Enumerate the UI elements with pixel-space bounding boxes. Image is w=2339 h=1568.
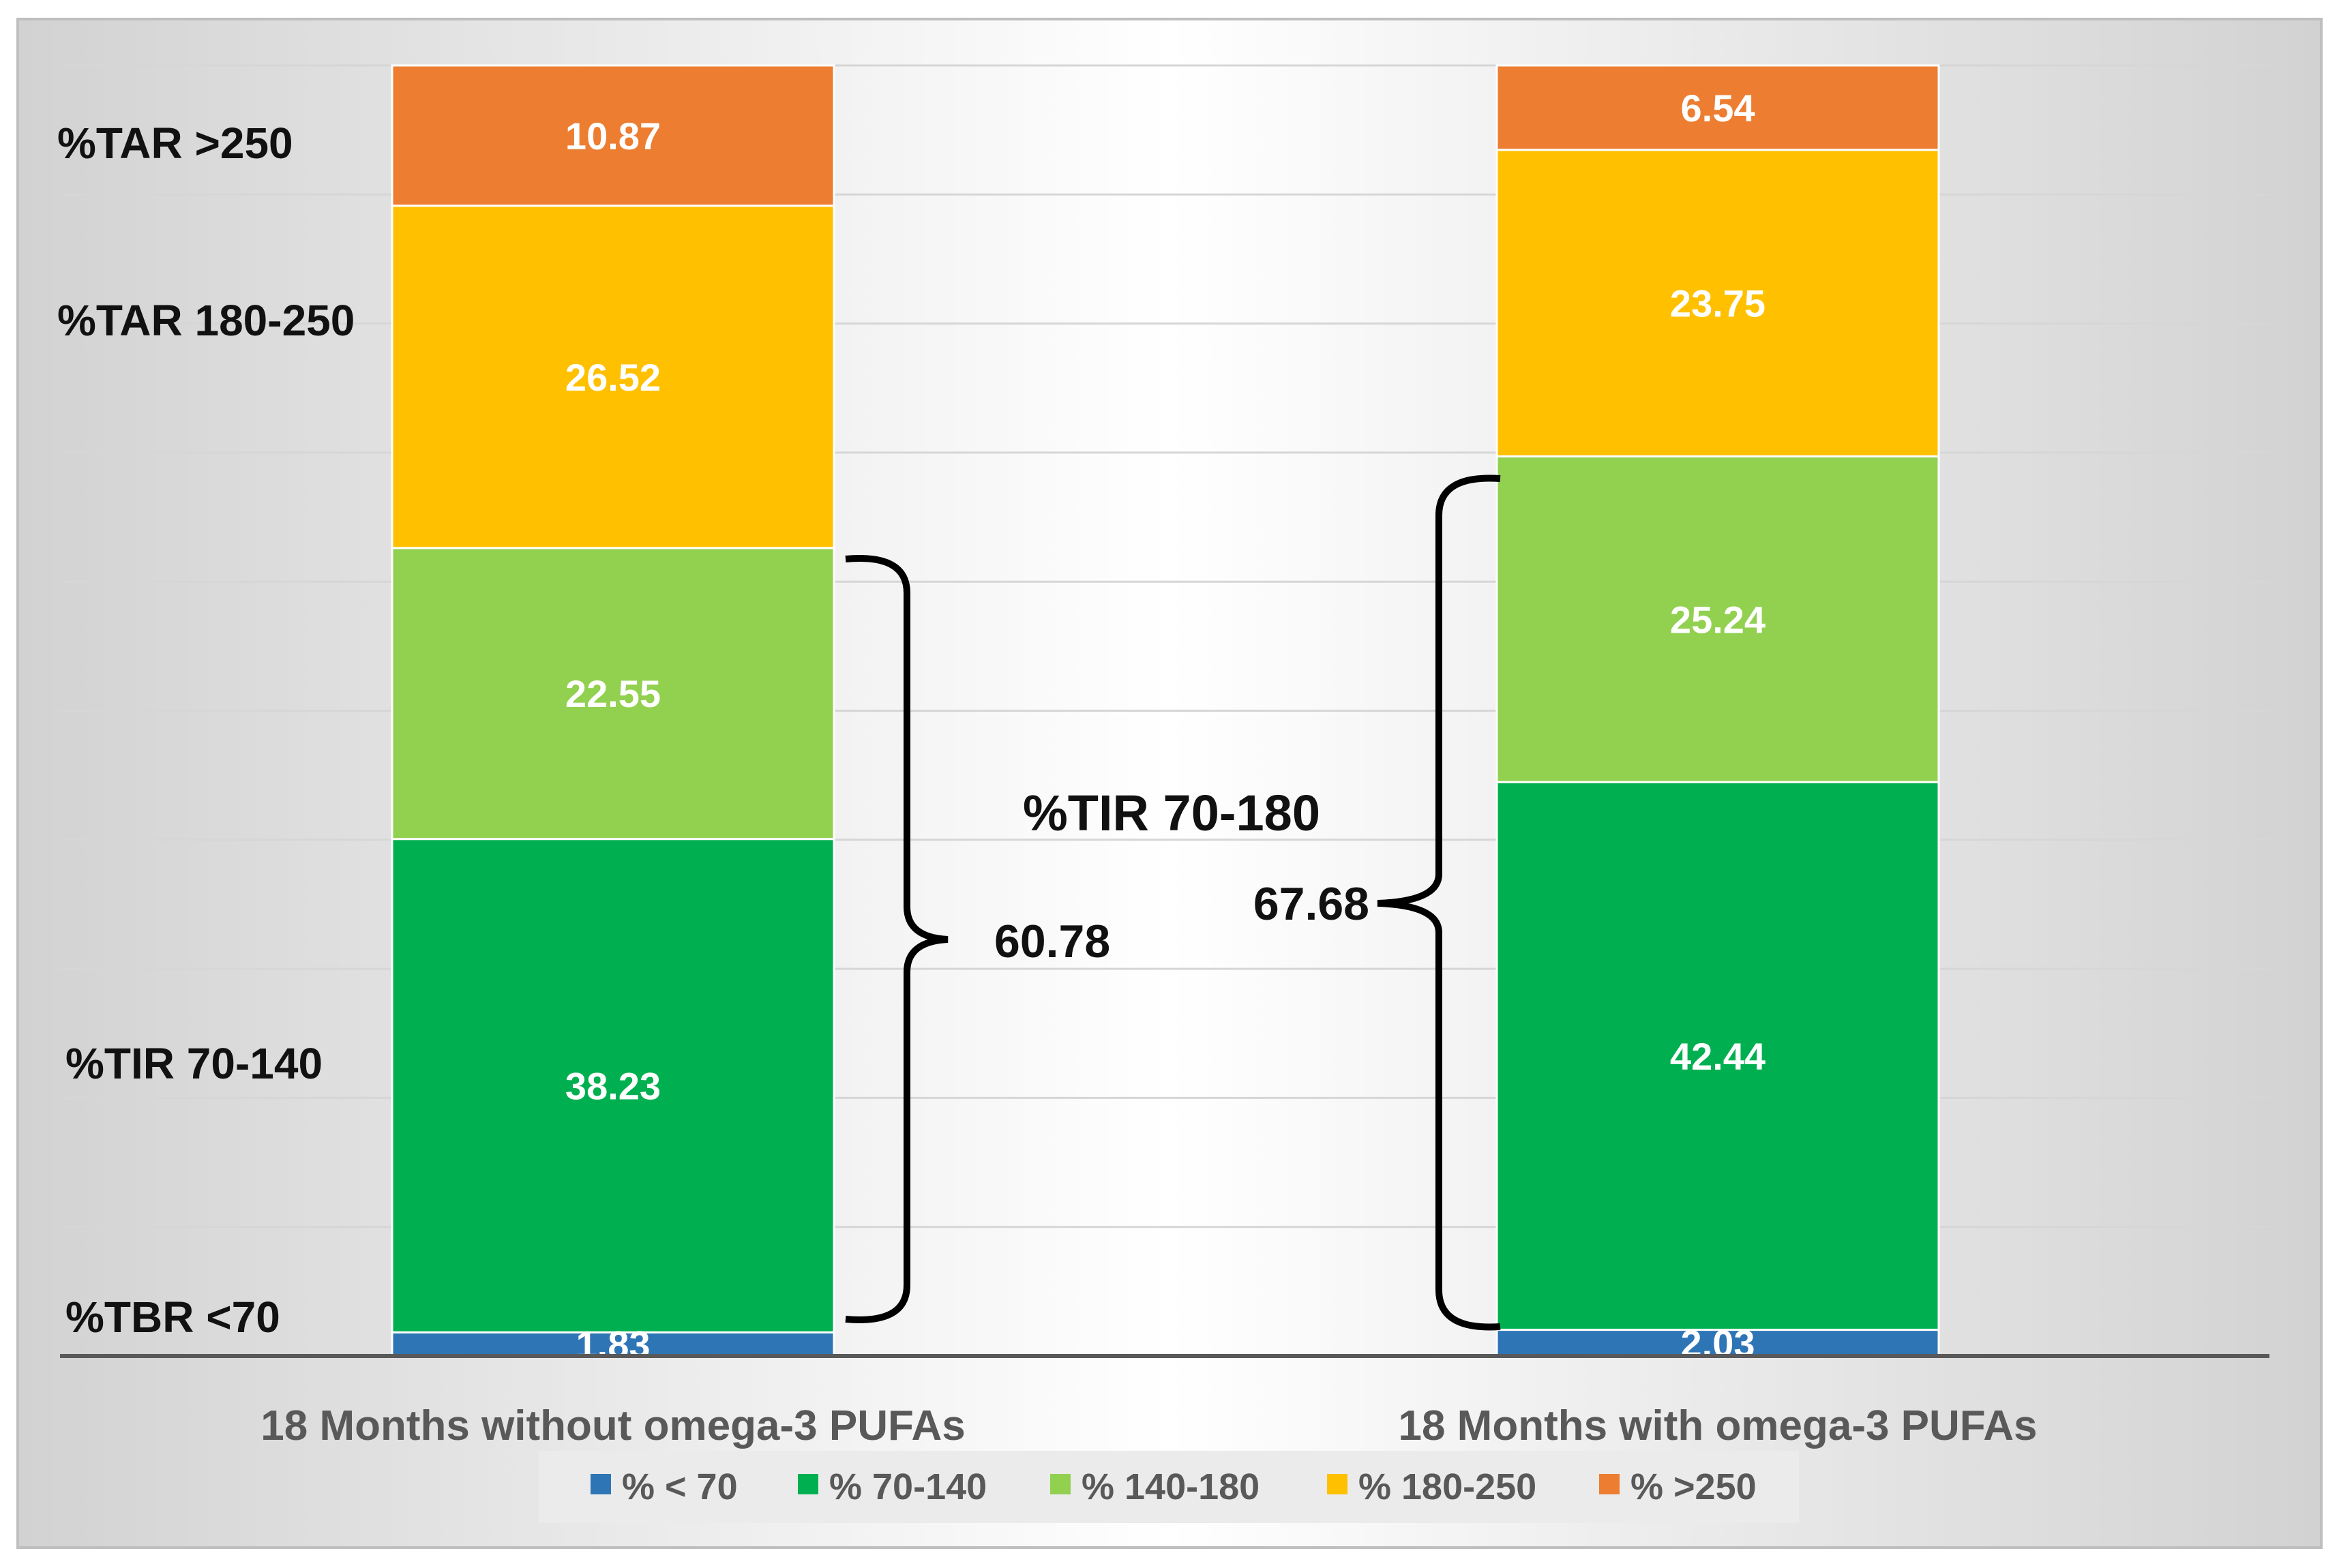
legend-label: % 140-180 bbox=[1082, 1466, 1260, 1507]
legend-box bbox=[539, 1451, 1799, 1523]
legend-label: % 180-250 bbox=[1358, 1466, 1536, 1507]
tir-value-left-bar: 60.78 bbox=[994, 916, 1110, 967]
bars bbox=[391, 64, 1940, 1357]
legend-label: % 70-140 bbox=[829, 1466, 987, 1507]
side-label-tar-250: %TAR >250 bbox=[57, 119, 293, 168]
side-label-tir-70-140: %TIR 70-140 bbox=[65, 1039, 323, 1088]
category-label-0: 18 Months without omega-3 PUFAs bbox=[260, 1402, 965, 1449]
category-label-1: 18 Months with omega-3 PUFAs bbox=[1398, 1402, 2037, 1449]
chart-background bbox=[16, 18, 2323, 1549]
bar-segment bbox=[1495, 781, 1940, 1331]
tir-value-right-bar: 67.68 bbox=[1253, 878, 1369, 930]
bar-value-label: 42.44 bbox=[1670, 1035, 1766, 1078]
bar-value-label: 1.83 bbox=[576, 1323, 651, 1366]
bar-value-label: 10.87 bbox=[565, 115, 661, 157]
legend-swatch bbox=[1050, 1474, 1071, 1494]
bar-value-label: 2.03 bbox=[1681, 1322, 1755, 1365]
side-label-tar-180-250: %TAR 180-250 bbox=[57, 296, 355, 345]
bar-value-label: 38.23 bbox=[565, 1065, 661, 1108]
legend-swatch bbox=[1327, 1474, 1347, 1494]
bar-value-label: 23.75 bbox=[1670, 282, 1766, 325]
legend-swatch bbox=[1599, 1474, 1620, 1494]
legend-label: % < 70 bbox=[622, 1466, 738, 1507]
bar-value-label: 22.55 bbox=[565, 672, 661, 715]
legend-swatch bbox=[591, 1474, 611, 1494]
tir-bracket-right-bar bbox=[1377, 474, 1501, 1331]
tir-annotation-title: %TIR 70-180 bbox=[1023, 785, 1320, 841]
bar-segment bbox=[391, 205, 835, 549]
bar-segment bbox=[1495, 149, 1940, 457]
bar-segment bbox=[391, 547, 835, 841]
legend: % < 70 % 70-140 % 140-180 % 180-250 % >250 bbox=[591, 1466, 1757, 1507]
bar-segment bbox=[391, 64, 835, 207]
tir-bracket-left-bar bbox=[845, 555, 949, 1323]
bar-segment bbox=[1495, 64, 1940, 151]
bar-value-label: 25.24 bbox=[1670, 598, 1766, 641]
bar-value-label: 6.54 bbox=[1681, 87, 1755, 130]
bar-segment bbox=[1495, 455, 1940, 783]
bar-segment bbox=[1495, 1329, 1940, 1357]
legend-label: % >250 bbox=[1630, 1466, 1757, 1507]
bar-segment bbox=[391, 838, 835, 1333]
legend-swatch bbox=[798, 1474, 818, 1494]
bar-value-label: 26.52 bbox=[565, 356, 661, 399]
side-label-tbr-70: %TBR <70 bbox=[65, 1293, 280, 1342]
